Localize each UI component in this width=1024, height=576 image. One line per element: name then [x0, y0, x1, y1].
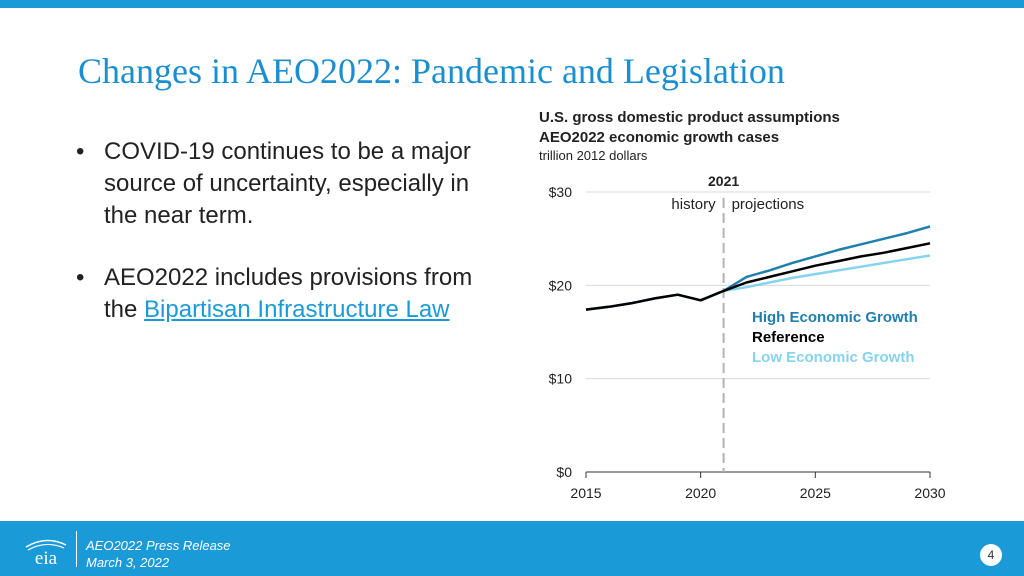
- bullet-item: AEO2022 includes provisions from the Bip…: [76, 262, 496, 326]
- series-line-high-economic-growth: [585, 225, 931, 311]
- x-tick-label: 2020: [685, 485, 716, 501]
- bullet-item: COVID-19 continues to be a major source …: [76, 136, 496, 232]
- x-tick-label: 2015: [570, 485, 601, 501]
- eia-logo-icon: eia: [25, 539, 67, 567]
- slide-title: Changes in AEO2022: Pandemic and Legisla…: [78, 51, 785, 91]
- chart-title: U.S. gross domestic product assumptions …: [539, 108, 840, 148]
- legend-reference: Reference: [752, 329, 825, 346]
- x-tick-label: 2025: [800, 485, 831, 501]
- history-label: history: [671, 196, 716, 213]
- chart-legend: High Economic Growth Reference Low Econo…: [752, 308, 918, 368]
- bullet-text: COVID-19 continues to be a major source …: [104, 138, 471, 229]
- footer-divider: [76, 531, 77, 567]
- projections-label: projections: [732, 196, 805, 213]
- legend-high-growth: High Economic Growth: [752, 309, 918, 326]
- y-tick-label: $30: [549, 184, 573, 200]
- footer-text: AEO2022 Press Release March 3, 2022: [86, 537, 231, 571]
- bullet-text: AEO2022 includes provisions from the: [104, 264, 473, 323]
- legend-low-growth: Low Economic Growth: [752, 349, 915, 366]
- chart-title-line: AEO2022 economic growth cases: [539, 129, 780, 146]
- bullet-list: COVID-19 continues to be a major source …: [76, 136, 496, 356]
- footer-date: March 3, 2022: [86, 555, 170, 570]
- gdp-line-chart: $0 $10 $20 $30 2015 2020 2025 2030 2021 history pr…: [549, 173, 946, 501]
- series-line-reference: [585, 242, 931, 311]
- footer-bar: eia AEO2022 Press Release March 3, 2022 …: [0, 521, 1024, 576]
- y-tick-label: $10: [549, 371, 573, 387]
- y-tick-label: $20: [549, 277, 573, 293]
- page-number: 4: [980, 544, 1002, 566]
- footer-release-label: AEO2022 Press Release: [86, 538, 231, 553]
- series-line-low-economic-growth: [723, 254, 931, 293]
- chart-title-line: U.S. gross domestic product assumptions: [539, 109, 840, 126]
- svg-text:eia: eia: [35, 548, 58, 567]
- divider-year-label: 2021: [708, 173, 739, 189]
- chart-unit: trillion 2012 dollars: [539, 148, 648, 163]
- y-tick-label: $0: [556, 464, 572, 480]
- bipartisan-infrastructure-law-link[interactable]: Bipartisan Infrastructure Law: [144, 296, 450, 323]
- top-accent-bar: [0, 0, 1024, 8]
- x-tick-label: 2030: [914, 485, 945, 501]
